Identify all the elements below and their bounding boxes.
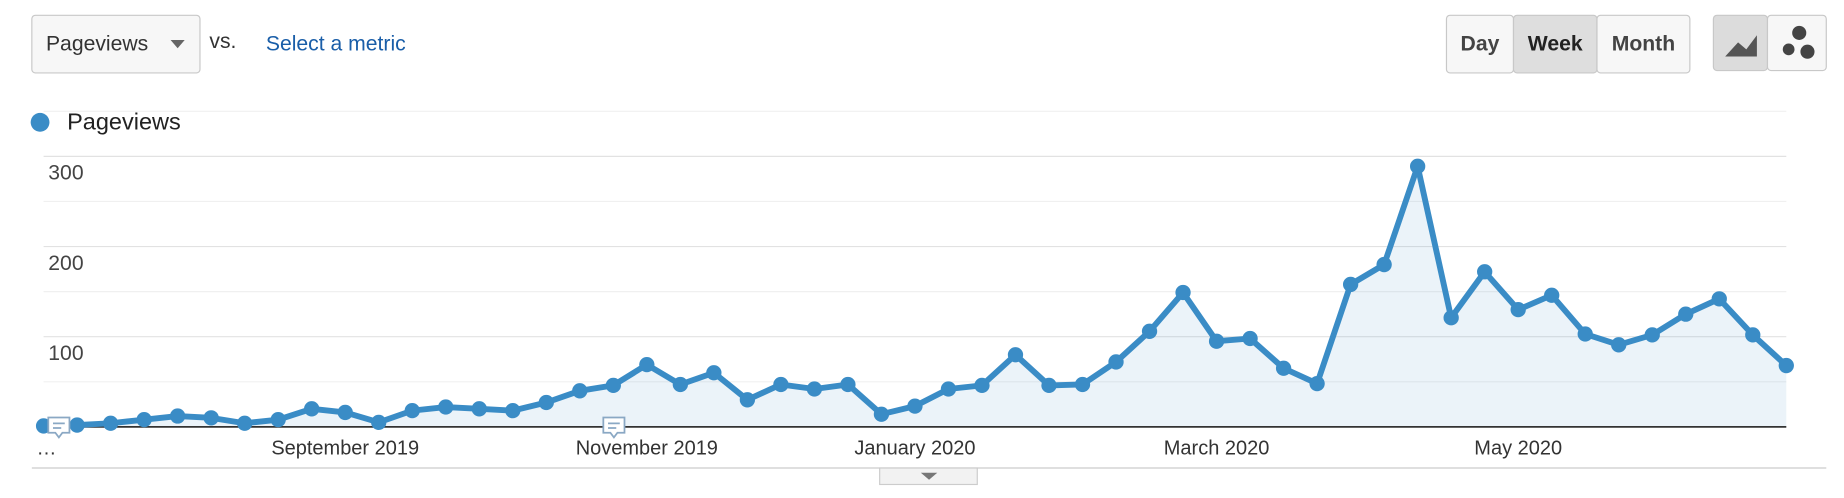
data-point[interactable] bbox=[1611, 337, 1627, 353]
bubble-icon bbox=[1792, 25, 1807, 40]
y-tick-label: 300 bbox=[48, 162, 83, 185]
data-point[interactable] bbox=[1141, 323, 1158, 339]
data-point[interactable] bbox=[739, 392, 756, 408]
annotation-lines bbox=[52, 422, 65, 429]
y-tick-label: 200 bbox=[48, 252, 83, 275]
bubble-icon bbox=[1800, 44, 1815, 59]
data-point[interactable] bbox=[1242, 330, 1258, 347]
data-point[interactable] bbox=[1778, 357, 1794, 374]
data-point[interactable] bbox=[102, 415, 119, 431]
data-point[interactable] bbox=[639, 357, 655, 373]
period-label: Day bbox=[1461, 32, 1500, 55]
data-point[interactable] bbox=[337, 404, 353, 421]
data-point[interactable] bbox=[605, 377, 621, 394]
x-tick-label: January 2020 bbox=[854, 437, 975, 459]
data-point[interactable] bbox=[1544, 287, 1560, 303]
data-point[interactable] bbox=[1175, 284, 1191, 301]
data-point[interactable] bbox=[672, 376, 688, 393]
area-fill bbox=[43, 166, 1787, 427]
data-point[interactable] bbox=[538, 394, 554, 411]
x-tick-label: November 2019 bbox=[576, 437, 718, 459]
data-point[interactable] bbox=[505, 402, 521, 419]
data-point[interactable] bbox=[1678, 306, 1694, 322]
line-chart-button[interactable] bbox=[1712, 14, 1769, 72]
data-point[interactable] bbox=[1477, 264, 1493, 280]
data-point[interactable] bbox=[840, 376, 856, 393]
period-label: Month bbox=[1612, 32, 1675, 55]
data-point[interactable] bbox=[1108, 354, 1124, 370]
dropdown-caret bbox=[170, 39, 185, 49]
line-chart-icon bbox=[1725, 35, 1757, 57]
period-button[interactable] bbox=[1596, 14, 1691, 74]
annotation-lines bbox=[608, 422, 620, 429]
period-label: Week bbox=[1528, 32, 1583, 55]
metric-label: Pageviews bbox=[46, 32, 148, 55]
data-point[interactable] bbox=[438, 399, 454, 415]
legend-label: Pageviews bbox=[67, 109, 181, 135]
motion-chart-button[interactable] bbox=[1766, 14, 1827, 72]
data-point[interactable] bbox=[1577, 326, 1593, 342]
data-point[interactable] bbox=[1342, 276, 1359, 293]
x-tick-label: September 2019 bbox=[271, 437, 419, 459]
period-buttons: Day Week Month bbox=[1445, 14, 1691, 74]
x-tick-label: … bbox=[37, 437, 57, 459]
data-point[interactable] bbox=[940, 381, 957, 397]
data-point[interactable] bbox=[69, 417, 85, 433]
data-point[interactable] bbox=[1510, 302, 1526, 318]
legend-marker bbox=[30, 112, 50, 132]
data-point[interactable] bbox=[773, 376, 789, 393]
data-point[interactable] bbox=[237, 415, 253, 431]
data-point[interactable] bbox=[136, 412, 152, 428]
data-point[interactable] bbox=[371, 414, 387, 430]
metric-dropdown[interactable] bbox=[31, 14, 201, 74]
bubble-icon bbox=[1782, 43, 1795, 56]
chart: Pageviews 100 200 300 … September 2019 Novembe… bbox=[30, 109, 1794, 459]
x-tick-label: May 2020 bbox=[1474, 437, 1562, 459]
data-point[interactable] bbox=[1074, 376, 1091, 393]
data-point[interactable] bbox=[572, 383, 588, 399]
data-point[interactable] bbox=[873, 406, 890, 422]
vs-label: vs. bbox=[209, 30, 236, 53]
select-metric-link[interactable]: Select a metric bbox=[266, 32, 406, 55]
expand-caret bbox=[920, 472, 938, 480]
data-point[interactable] bbox=[1041, 377, 1057, 394]
data-point[interactable] bbox=[1711, 291, 1727, 307]
x-tick-label: March 2020 bbox=[1164, 437, 1270, 459]
data-point[interactable] bbox=[1644, 327, 1660, 343]
y-tick-label: 100 bbox=[48, 342, 83, 365]
data-point[interactable] bbox=[974, 377, 990, 394]
data-point[interactable] bbox=[270, 412, 286, 428]
data-point[interactable] bbox=[1208, 333, 1225, 349]
data-point[interactable] bbox=[1376, 256, 1392, 273]
data-point[interactable] bbox=[404, 402, 420, 419]
data-point[interactable] bbox=[170, 408, 186, 424]
data-point[interactable] bbox=[706, 365, 722, 381]
data-point[interactable] bbox=[1745, 327, 1761, 343]
data-point[interactable] bbox=[304, 401, 320, 417]
data-point[interactable] bbox=[1275, 360, 1292, 376]
data-point[interactable] bbox=[203, 410, 219, 426]
data-point[interactable] bbox=[907, 398, 923, 414]
data-point[interactable] bbox=[1443, 310, 1459, 326]
data-point[interactable] bbox=[1309, 375, 1325, 392]
data-point[interactable] bbox=[806, 381, 823, 397]
data-point[interactable] bbox=[1007, 347, 1024, 363]
data-point[interactable] bbox=[1410, 158, 1426, 174]
data-point[interactable] bbox=[471, 401, 487, 417]
